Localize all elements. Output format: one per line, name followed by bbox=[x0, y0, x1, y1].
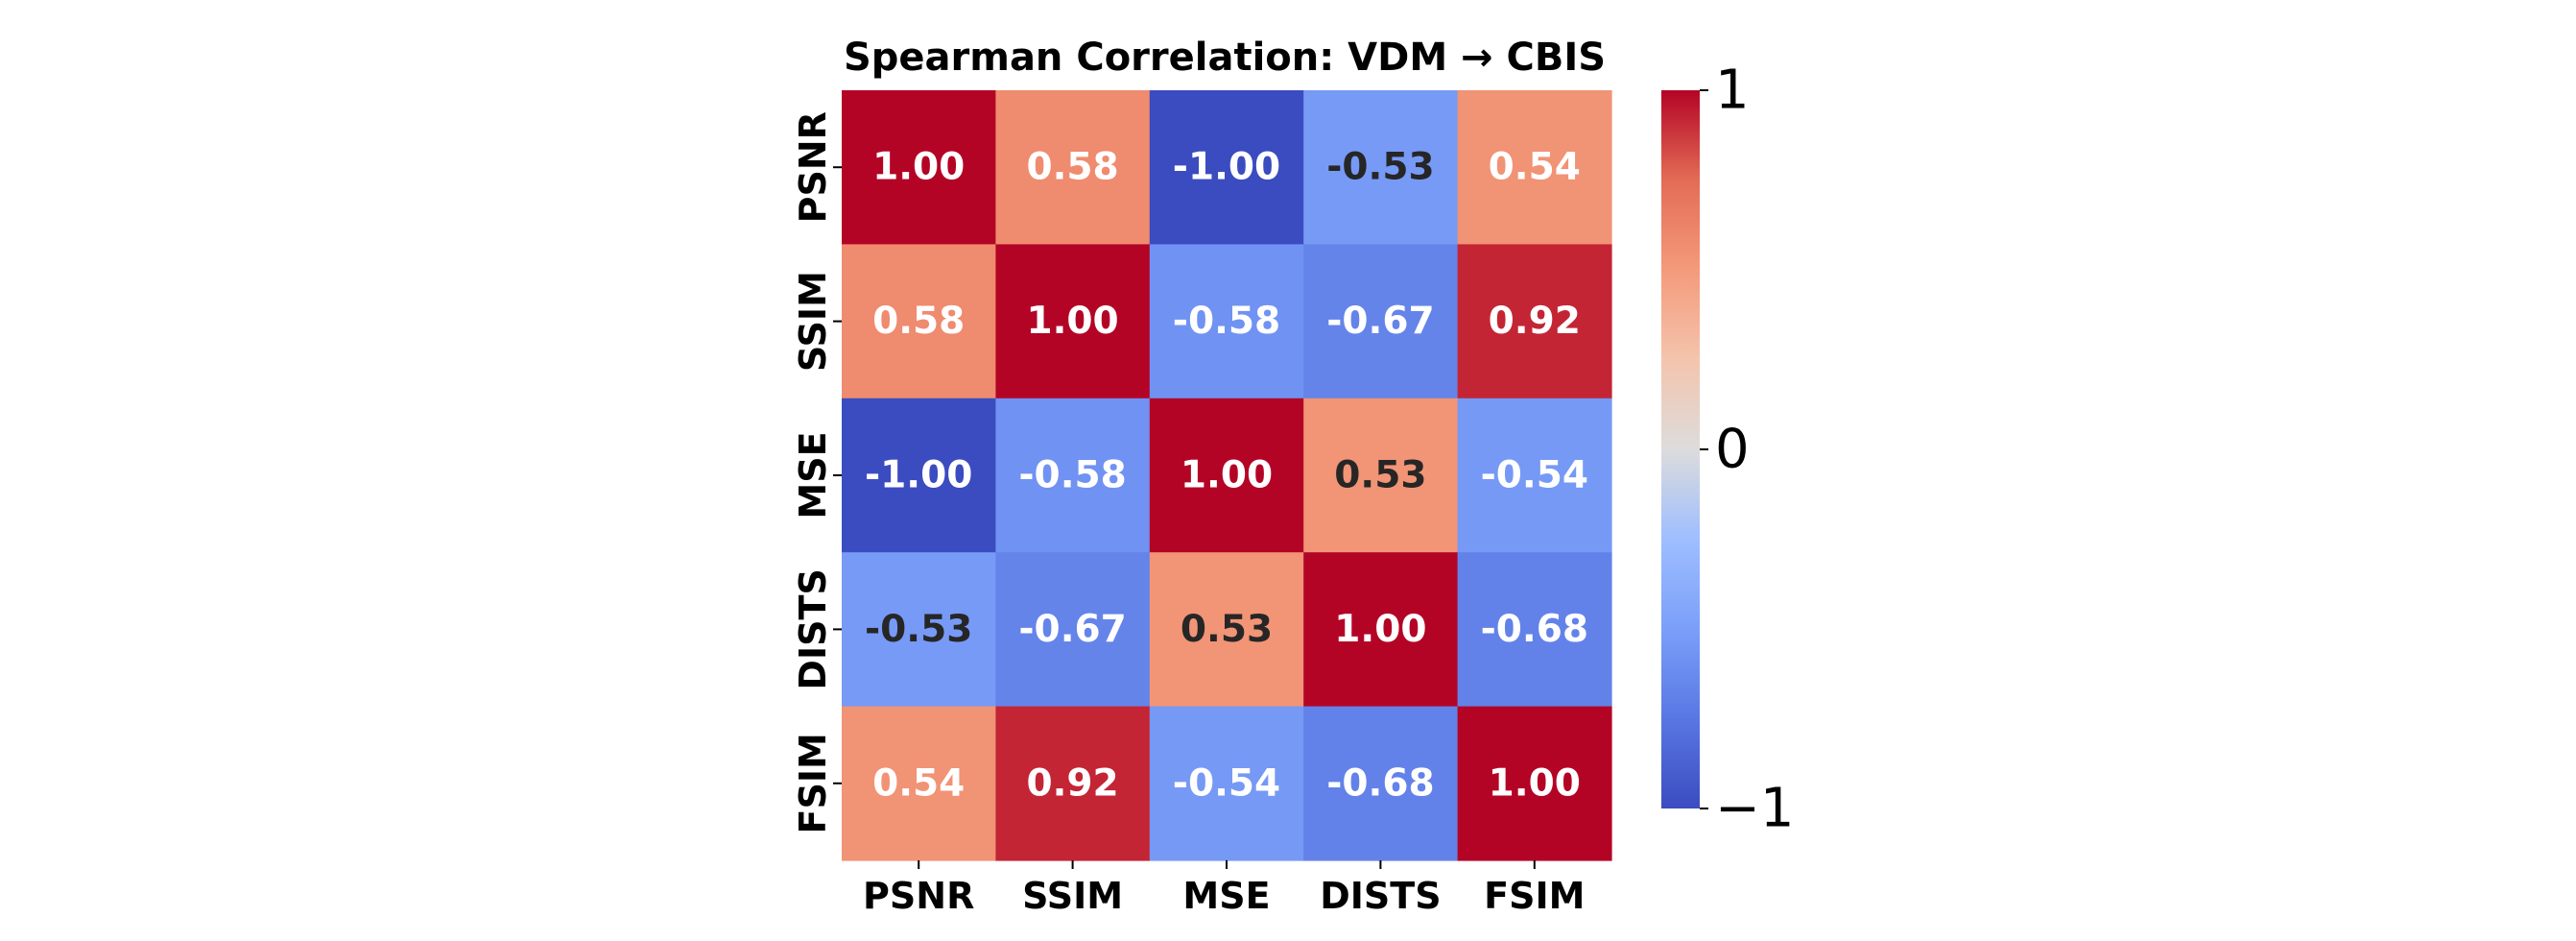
colorbar: 1 0 −1 bbox=[1661, 60, 1795, 840]
x-axis: PSNR SSIM MSE DISTS FSIM bbox=[863, 860, 1585, 917]
heatmap-cell-dists-dists bbox=[1303, 552, 1459, 708]
cell-value-label: 0.58 bbox=[872, 300, 965, 343]
cell-value-labels: 1.00 0.58 -1.00 -0.53 0.54 0.58 1.00 -0.58 -0.67… bbox=[865, 146, 1588, 806]
heatmap-cell-dists-mse bbox=[1149, 552, 1304, 708]
colorbar-gradient bbox=[1661, 90, 1700, 808]
cell-value-label: -0.68 bbox=[1326, 761, 1434, 805]
cell-value-label: 0.58 bbox=[1026, 146, 1118, 189]
cell-value-label: -0.58 bbox=[1018, 454, 1126, 497]
colorbar-tick-label: 1 bbox=[1715, 60, 1750, 122]
heatmap-cell-mse-psnr bbox=[842, 398, 996, 553]
heatmap-cell-psnr-mse bbox=[1149, 90, 1304, 245]
cell-value-label: 0.92 bbox=[1489, 300, 1581, 343]
heatmap-cell-mse-mse bbox=[1149, 398, 1304, 553]
heatmap-cell-mse-fsim bbox=[1457, 398, 1612, 553]
cell-value-label: -0.67 bbox=[1018, 608, 1126, 651]
cell-value-label: -0.67 bbox=[1326, 300, 1434, 343]
cell-value-label: -1.00 bbox=[865, 454, 972, 497]
cell-value-label: 1.00 bbox=[1181, 454, 1273, 497]
heatmap-cell-fsim-mse bbox=[1149, 706, 1304, 861]
x-tick-label: MSE bbox=[1182, 875, 1270, 917]
cell-value-label: 1.00 bbox=[1489, 761, 1581, 805]
heatmap-cell-ssim-psnr bbox=[842, 244, 996, 399]
cell-value-label: -0.53 bbox=[865, 608, 972, 651]
heatmap-cell-ssim-dists bbox=[1303, 244, 1459, 399]
heatmap-cell-dists-ssim bbox=[995, 552, 1151, 708]
heatmap-cell-fsim-psnr bbox=[842, 706, 996, 861]
cell-value-label: -0.54 bbox=[1481, 454, 1588, 497]
y-tick-label: DISTS bbox=[792, 568, 834, 689]
y-tick-label: MSE bbox=[792, 431, 834, 519]
heatmap-cell-fsim-fsim bbox=[1457, 706, 1612, 861]
chart-title: Spearman Correlation: VDM → CBIS bbox=[844, 36, 1606, 80]
heatmap-cell-dists-fsim bbox=[1457, 552, 1612, 708]
heatmap-cell-psnr-ssim bbox=[995, 90, 1151, 245]
x-tick-label: DISTS bbox=[1320, 875, 1441, 917]
cell-value-label: 0.53 bbox=[1181, 608, 1273, 651]
heatmap-cell-ssim-fsim bbox=[1457, 244, 1612, 399]
heatmap-cell-psnr-fsim bbox=[1457, 90, 1612, 245]
cell-value-label: 0.53 bbox=[1334, 454, 1426, 497]
cell-value-label: -0.53 bbox=[1326, 146, 1434, 189]
heatmap-cell-psnr-dists bbox=[1303, 90, 1459, 245]
cell-value-label: 0.54 bbox=[1489, 146, 1581, 189]
cell-value-label: -0.54 bbox=[1173, 761, 1280, 805]
cell-value-label: 1.00 bbox=[1334, 608, 1426, 651]
cell-value-label: -0.68 bbox=[1481, 608, 1588, 651]
x-tick-label: SSIM bbox=[1022, 875, 1123, 917]
heatmap-cell-dists-psnr bbox=[842, 552, 996, 708]
heatmap-cell-psnr-psnr bbox=[842, 90, 996, 245]
cell-value-label: -1.00 bbox=[1173, 146, 1280, 189]
heatmap-cell-mse-ssim bbox=[995, 398, 1151, 553]
cell-value-label: 0.54 bbox=[872, 761, 965, 805]
heatmap-cell-ssim-mse bbox=[1149, 244, 1304, 399]
colorbar-tick-label: −1 bbox=[1715, 778, 1795, 840]
cell-value-label: -0.58 bbox=[1173, 300, 1280, 343]
y-tick-label: PSNR bbox=[792, 111, 834, 223]
y-axis: PSNR SSIM MSE DISTS FSIM bbox=[792, 111, 842, 833]
cell-value-label: 1.00 bbox=[872, 146, 965, 189]
heatmap-cell-ssim-ssim bbox=[995, 244, 1151, 399]
heatmap-cell-fsim-dists bbox=[1303, 706, 1459, 861]
cell-value-label: 0.92 bbox=[1026, 761, 1118, 805]
y-tick-label: SSIM bbox=[792, 271, 834, 372]
colorbar-tick-label: 0 bbox=[1715, 419, 1750, 481]
heatmap-cell-fsim-ssim bbox=[995, 706, 1151, 861]
heatmap-cell-mse-dists bbox=[1303, 398, 1459, 553]
colorbar-ticks: 1 0 −1 bbox=[1700, 60, 1795, 840]
x-tick-label: FSIM bbox=[1484, 875, 1585, 917]
y-tick-label: FSIM bbox=[792, 733, 834, 833]
heatmap-grid bbox=[842, 90, 1612, 861]
x-tick-label: PSNR bbox=[863, 875, 974, 917]
cell-value-label: 1.00 bbox=[1026, 300, 1118, 343]
